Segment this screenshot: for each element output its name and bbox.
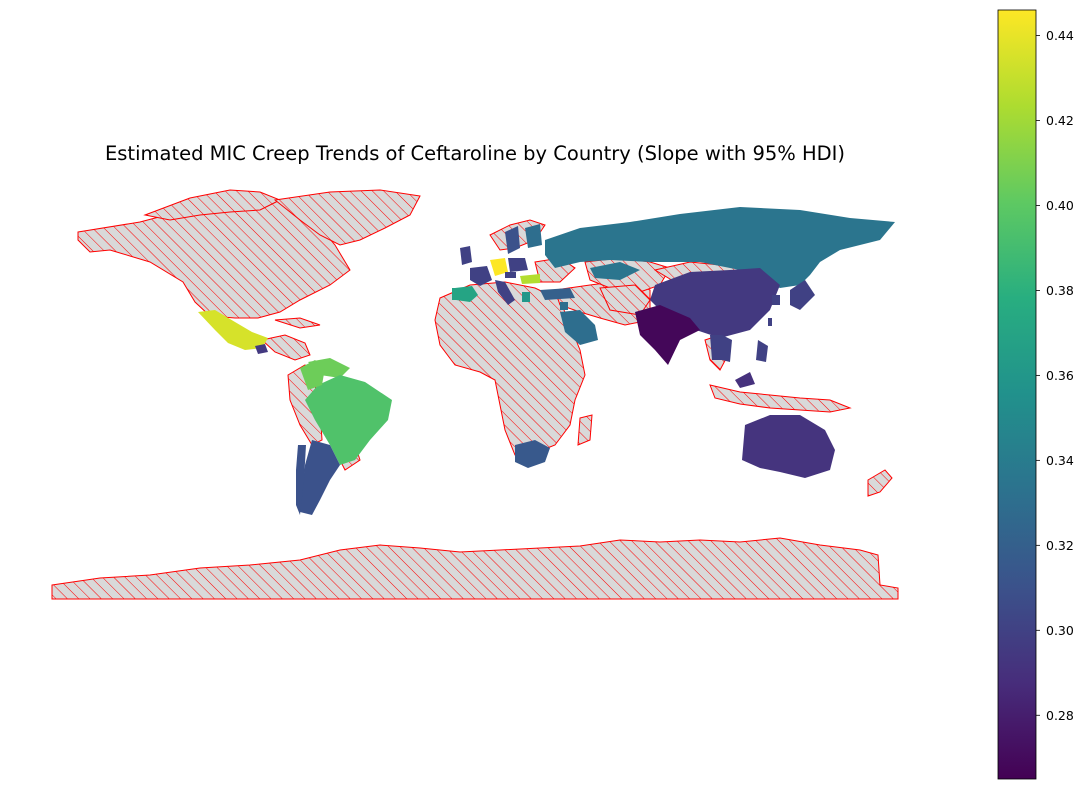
country-chile [296, 445, 306, 515]
colorbar-tick-label: 0.32 [1046, 538, 1074, 553]
nodata-central-america [260, 334, 311, 361]
country-sweden [505, 226, 520, 254]
nodata-arctic-canada [143, 189, 282, 221]
country-portugal [452, 288, 456, 300]
nodata-antarctica [51, 537, 899, 600]
country-guatemala [255, 344, 268, 354]
nodata-new-zealand [867, 469, 893, 497]
colorbar-tick-label: 0.42 [1046, 113, 1074, 128]
country-spain [455, 286, 478, 302]
country-germany [490, 258, 508, 276]
country-malaysia [735, 372, 755, 388]
country-france [470, 266, 492, 286]
country-russia [545, 207, 895, 288]
country-layer [198, 207, 895, 515]
country-czechia [505, 272, 516, 278]
country-greece [522, 292, 530, 302]
map-title: Estimated MIC Creep Trends of Ceftarolin… [104, 142, 846, 165]
country-kazakhstan [590, 262, 640, 280]
country-jordan [560, 302, 568, 310]
country-japan [790, 280, 815, 310]
nodata-iran-pak [599, 284, 651, 316]
country-philippines [756, 340, 768, 362]
colorbar-tick-label: 0.40 [1046, 198, 1074, 213]
country-poland [508, 258, 528, 272]
country-south-korea [772, 295, 780, 305]
nodata-madagascar [577, 414, 593, 446]
country-turkey [540, 288, 575, 300]
nodata-indonesia [709, 384, 852, 413]
country-brazil [305, 375, 392, 465]
country-taiwan [768, 318, 772, 326]
nodata-caribbean [274, 317, 321, 329]
country-finland [525, 224, 542, 248]
country-mexico [198, 310, 268, 350]
colorbar-ticks: 0.28 0.30 0.32 0.34 0.36 0.38 0.40 0.42 0.44 [1036, 28, 1074, 723]
country-italy [495, 280, 515, 305]
colorbar-tick-label: 0.44 [1046, 28, 1074, 43]
colorbar-tick-label: 0.38 [1046, 283, 1074, 298]
nodata-greenland [273, 189, 421, 246]
colorbar-gradient [997, 9, 1037, 780]
colorbar-tick-label: 0.28 [1046, 708, 1074, 723]
country-thailand [710, 335, 722, 360]
country-colombia [300, 360, 325, 390]
country-hungary [520, 274, 540, 284]
world-map [51, 189, 899, 600]
country-india [635, 305, 700, 365]
colorbar-tick-label: 0.36 [1046, 368, 1074, 383]
country-argentina [300, 440, 340, 515]
colorbar-tick-label: 0.34 [1046, 453, 1074, 468]
country-saudi-arabia [560, 310, 598, 345]
colorbar-tick-label: 0.30 [1046, 623, 1074, 638]
country-south-africa [515, 440, 550, 468]
country-australia [742, 415, 835, 478]
country-vietnam [722, 335, 732, 362]
country-united-kingdom [460, 246, 472, 265]
